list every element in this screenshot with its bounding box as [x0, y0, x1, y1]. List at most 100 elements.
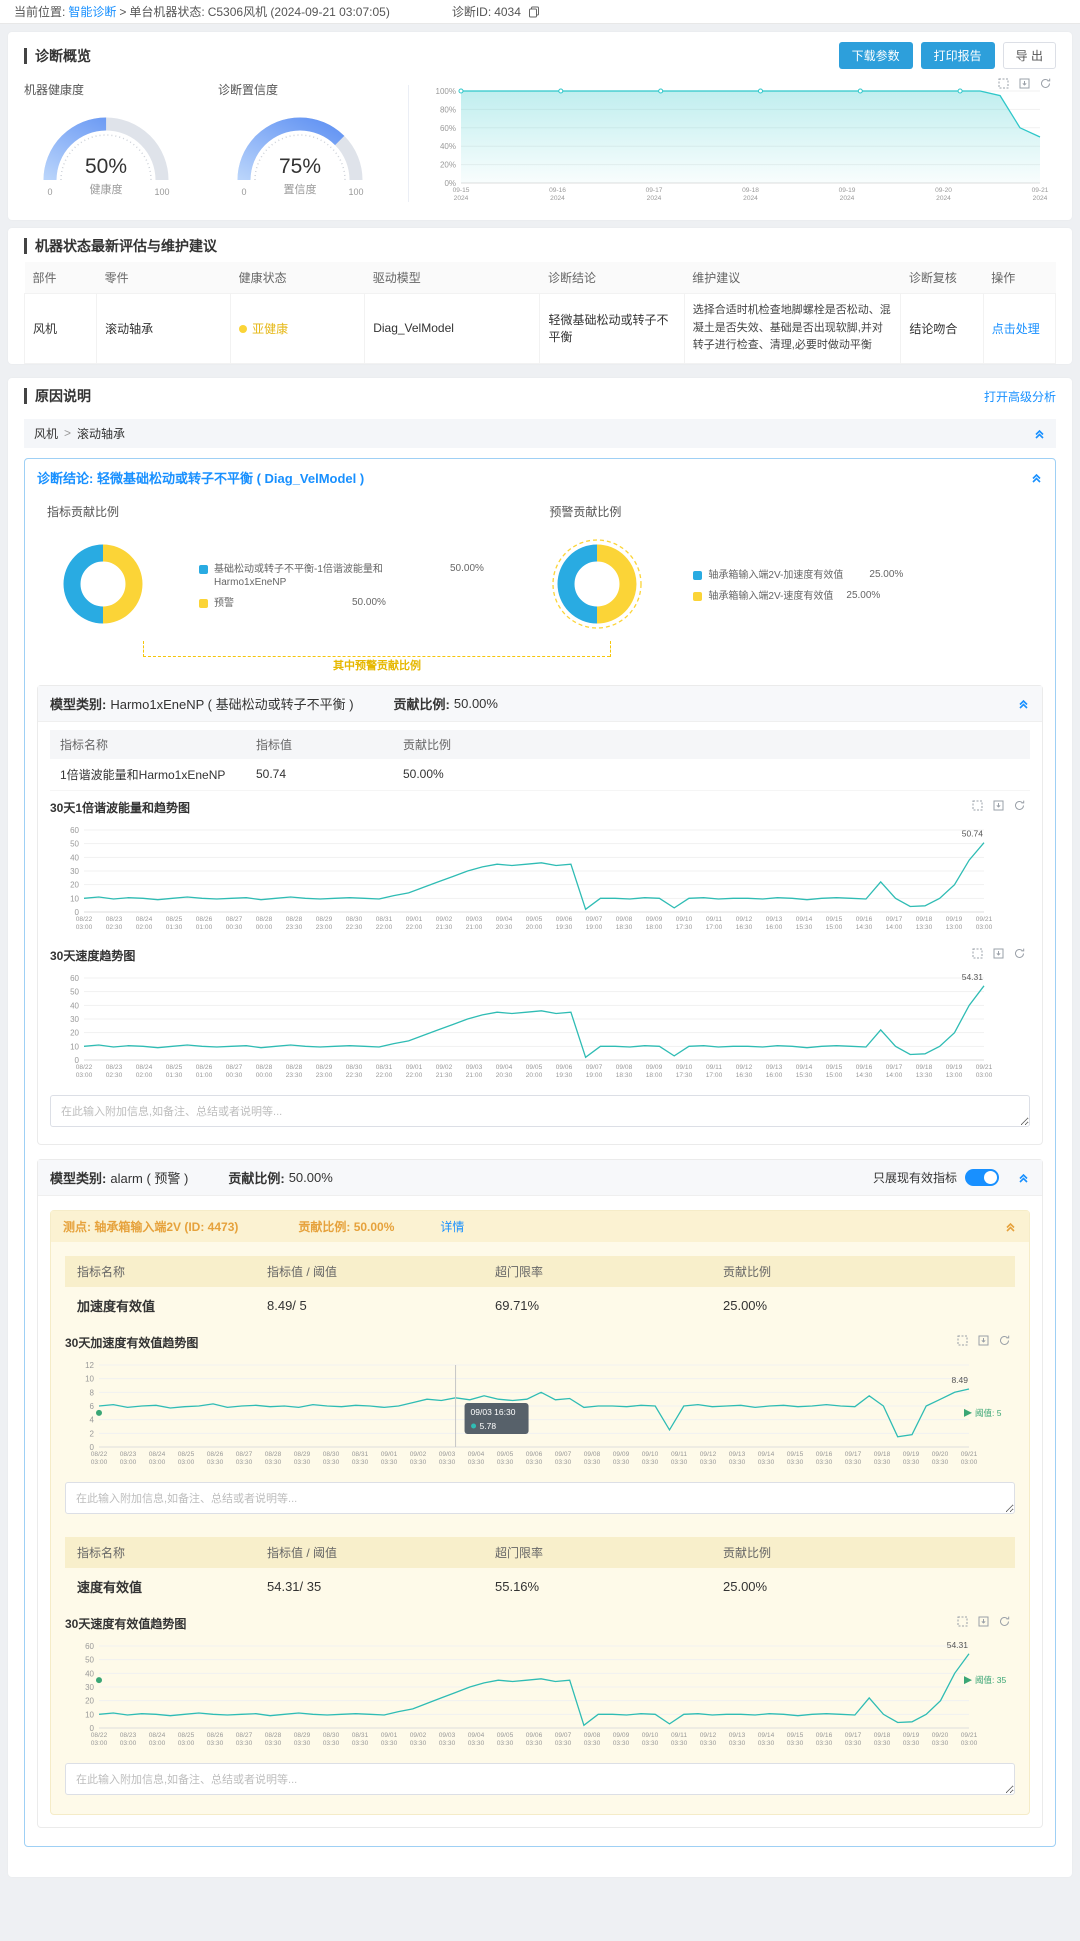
velocity-trend-chart[interactable]: 60 50 40 30 20 10 0 08/22 03:00 08/23 02:30 08/24 02… [50, 966, 1030, 1087]
accel-rms-trend-chart[interactable]: 12 10 8 6 4 2 0 08/22 03:00 08/23 03:00 08/24 03:00 0… [65, 1353, 1015, 1474]
indicator-donut-chart[interactable] [25, 534, 153, 639]
svg-text:03:30: 03:30 [700, 1459, 717, 1466]
svg-text:08/28: 08/28 [286, 1064, 303, 1071]
health-gauge-block: 机器健康度 50% 健康度 0 100 [24, 77, 206, 210]
refresh-icon[interactable] [998, 1334, 1011, 1347]
svg-text:09/12: 09/12 [700, 1732, 717, 1739]
refresh-icon[interactable] [1013, 947, 1026, 960]
note-input[interactable] [65, 1762, 1015, 1795]
svg-text:09/14: 09/14 [796, 1064, 813, 1071]
svg-text:03:30: 03:30 [903, 1459, 920, 1466]
collapse-icon[interactable] [1017, 697, 1030, 710]
model-type-value: alarm ( 预警 ) [110, 1170, 189, 1186]
svg-text:03:30: 03:30 [265, 1740, 282, 1747]
save-image-icon[interactable] [992, 947, 1005, 960]
svg-text:17:30: 17:30 [676, 924, 693, 931]
zoom-reset-icon[interactable] [956, 1615, 969, 1628]
svg-text:09/19: 09/19 [946, 1064, 963, 1071]
svg-text:08/23: 08/23 [106, 1064, 123, 1071]
svg-text:100: 100 [348, 187, 363, 197]
svg-text:17:00: 17:00 [706, 1072, 723, 1079]
refresh-icon[interactable] [998, 1615, 1011, 1628]
export-button[interactable]: 导 出 [1002, 42, 1056, 69]
svg-text:54.31: 54.31 [962, 972, 984, 982]
effective-indicators-toggle[interactable] [965, 1168, 999, 1186]
svg-text:16:30: 16:30 [736, 924, 753, 931]
svg-text:16:30: 16:30 [736, 1072, 753, 1079]
harmonic-trend-chart[interactable]: 60 50 40 30 20 10 0 08/22 03:00 08/23 02:30 08/24 02… [50, 818, 1030, 939]
svg-text:00:00: 00:00 [256, 1072, 273, 1079]
svg-text:03:30: 03:30 [352, 1740, 369, 1747]
advanced-analysis-link[interactable]: 打开高级分析 [983, 389, 1056, 404]
velocity-rms-trend-chart[interactable]: 60 50 40 30 20 10 0 08/22 03:00 08/23 03:00 08/24 03… [65, 1634, 1015, 1755]
cell-review: 结论吻合 [900, 293, 984, 364]
confidence-trend-chart[interactable]: 0% 20% 40% 60% 80% 100% 09-15 2024 09-16 2024 09-1… [421, 79, 1056, 210]
svg-text:08/23: 08/23 [106, 916, 123, 923]
svg-text:08/30: 08/30 [346, 1064, 363, 1071]
svg-text:09/04: 09/04 [496, 916, 513, 923]
svg-text:08/23: 08/23 [120, 1451, 137, 1458]
zoom-reset-icon[interactable] [971, 947, 984, 960]
indicator-table: 指标名称 指标值 贡献比例 1倍谐波能量和Harmo1xEneNP 50.74 … [50, 729, 1030, 791]
cell-indicator-name: 1倍谐波能量和Harmo1xEneNP [50, 758, 246, 791]
svg-text:09-19: 09-19 [839, 187, 856, 194]
col-over-rate: 超门限率 [483, 1536, 711, 1568]
svg-text:阈值: 35: 阈值: 35 [975, 1675, 1006, 1685]
collapse-icon[interactable] [1030, 471, 1043, 484]
svg-text:09/14: 09/14 [796, 916, 813, 923]
svg-text:100: 100 [154, 187, 169, 197]
svg-text:10: 10 [85, 1374, 94, 1383]
chart-title: 30天速度有效值趋势图 [65, 1616, 187, 1631]
print-report-button[interactable]: 打印报告 [920, 42, 995, 69]
note-input[interactable] [65, 1481, 1015, 1514]
confidence-gauge-block: 诊断置信度 75% 置信度 0 100 [218, 77, 400, 210]
velocity-chart-block: 30天速度趋势图 60 50 40 30 20 10 0 08/22 03:00 08/23 02:… [50, 947, 1030, 1087]
svg-text:09/10: 09/10 [642, 1451, 659, 1458]
save-image-icon[interactable] [992, 799, 1005, 812]
cell-action: 点击处理 [982, 293, 1057, 364]
zoom-reset-icon[interactable] [997, 77, 1010, 90]
connector-line [610, 640, 611, 657]
col-metric-name: 指标名称 [65, 1536, 255, 1568]
note-input[interactable] [50, 1094, 1030, 1127]
handle-link[interactable]: 点击处理 [991, 321, 1040, 336]
copy-icon[interactable] [528, 6, 540, 18]
svg-text:08/26: 08/26 [207, 1732, 224, 1739]
svg-text:03:00: 03:00 [91, 1740, 108, 1747]
save-image-icon[interactable] [977, 1615, 990, 1628]
download-params-button[interactable]: 下载参数 [838, 42, 913, 69]
svg-text:03:00: 03:00 [976, 1072, 993, 1079]
detail-link[interactable]: 详情 [440, 1219, 465, 1234]
svg-text:09-17: 09-17 [646, 187, 663, 194]
svg-text:01:00: 01:00 [196, 924, 213, 931]
conclusion-text: 轻微基础松动或转子不平衡 ( Diag_VelModel ) [96, 470, 365, 486]
svg-text:08/26: 08/26 [207, 1451, 224, 1458]
svg-text:08/31: 08/31 [376, 1064, 393, 1071]
reason-breadcrumb[interactable]: 风机 > 滚动轴承 [24, 418, 1056, 448]
zoom-reset-icon[interactable] [971, 799, 984, 812]
svg-text:03:00: 03:00 [976, 924, 993, 931]
collapse-icon[interactable] [1017, 1171, 1030, 1184]
svg-text:03:30: 03:30 [758, 1740, 775, 1747]
save-image-icon[interactable] [1018, 77, 1031, 90]
svg-text:10: 10 [70, 1042, 79, 1051]
svg-text:03:30: 03:30 [874, 1459, 891, 1466]
zoom-reset-icon[interactable] [956, 1334, 969, 1347]
svg-text:03:30: 03:30 [787, 1459, 804, 1466]
refresh-icon[interactable] [1013, 799, 1026, 812]
svg-text:03:30: 03:30 [671, 1459, 688, 1466]
svg-text:08/24: 08/24 [149, 1732, 166, 1739]
svg-text:60%: 60% [440, 124, 456, 133]
svg-text:0%: 0% [444, 179, 456, 188]
alarm-donut-chart[interactable] [519, 534, 647, 639]
svg-text:09/14: 09/14 [758, 1732, 775, 1739]
collapse-icon[interactable] [1033, 427, 1046, 440]
breadcrumb-link-smart-diagnosis[interactable]: 智能诊断 [68, 5, 117, 19]
svg-text:09/08: 09/08 [584, 1732, 601, 1739]
collapse-icon[interactable] [1004, 1220, 1017, 1233]
svg-text:03:30: 03:30 [555, 1459, 572, 1466]
legend-item: 轴承箱输入端2V-速度有效值 25.00% [693, 590, 903, 604]
refresh-icon[interactable] [1039, 77, 1052, 90]
svg-text:21:30: 21:30 [436, 924, 453, 931]
save-image-icon[interactable] [977, 1334, 990, 1347]
